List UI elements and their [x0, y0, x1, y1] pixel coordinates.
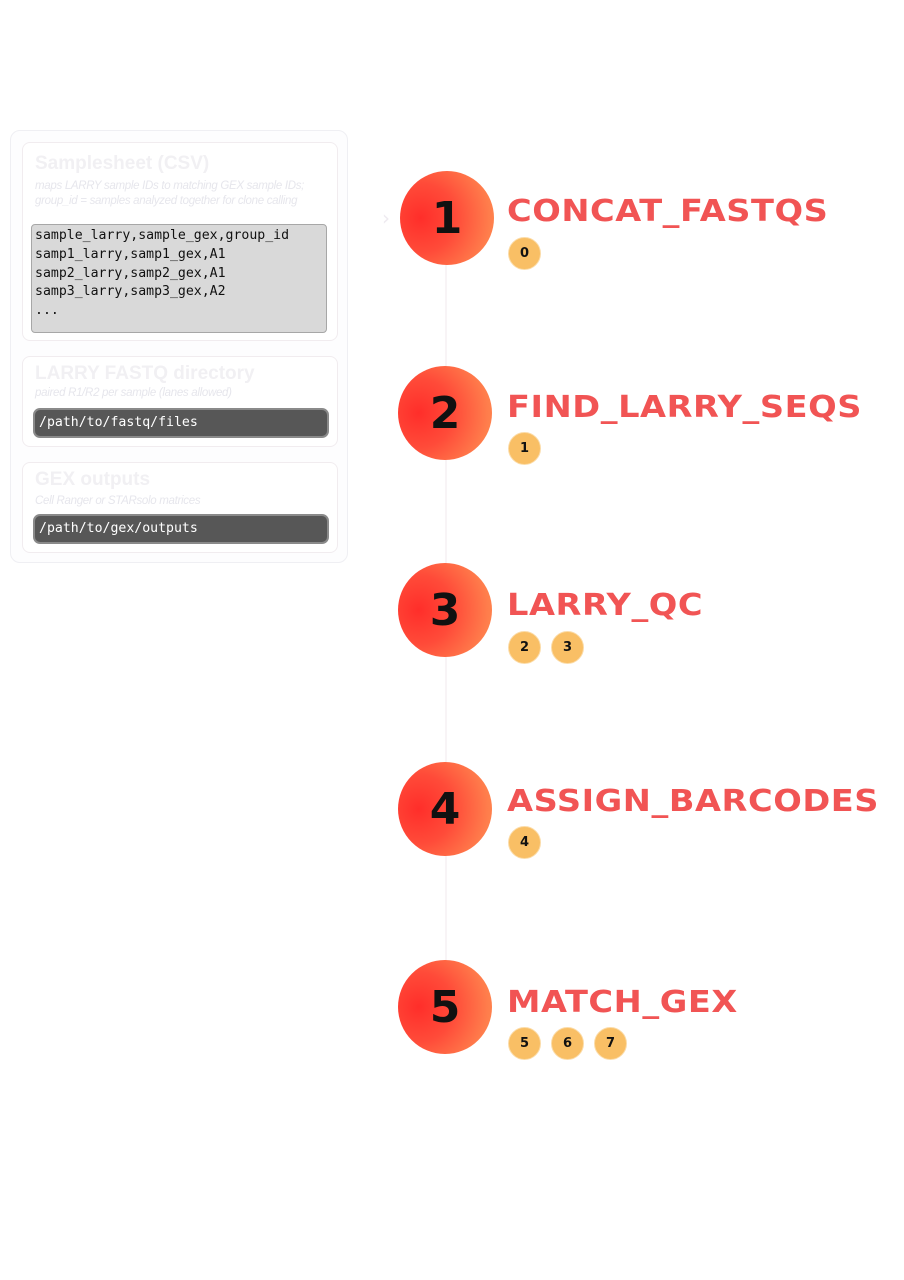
step-badge[interactable]: 7: [594, 1027, 627, 1060]
step-4-badges: 4: [508, 826, 541, 860]
gex-card: GEX outputs Cell Ranger or STARsolo matr…: [22, 462, 338, 553]
gex-title: GEX outputs: [35, 469, 151, 490]
step-2-title: FIND_LARRY_SEQS: [507, 390, 863, 425]
arrow-right-icon: ›: [382, 206, 390, 230]
step-4-title: ASSIGN_BARCODES: [507, 784, 880, 819]
step-badge[interactable]: 2: [508, 631, 541, 664]
samplesheet-line: samp3_larry,samp3_gex,A2: [35, 284, 226, 300]
step-3-title: LARRY_QC: [507, 588, 704, 623]
fastq-description: paired R1/R2 per sample (lanes allowed): [35, 387, 232, 399]
step-4-circle: 4: [398, 762, 492, 856]
fastq-path-input[interactable]: /path/to/fastq/files: [33, 408, 329, 438]
samplesheet-description: maps LARRY sample IDs to matching GEX sa…: [35, 179, 304, 209]
gex-description: Cell Ranger or STARsolo matrices: [35, 495, 201, 507]
step-2-badges: 1: [508, 432, 541, 466]
step-3-badges: 2 3: [508, 631, 584, 665]
step-5-circle: 5: [398, 960, 492, 1054]
step-2-circle: 2: [398, 366, 492, 460]
step-5-title: MATCH_GEX: [507, 985, 738, 1020]
step-1-badges: 0: [508, 237, 541, 271]
step-badge[interactable]: 1: [508, 432, 541, 465]
samplesheet-line: ...: [35, 303, 59, 319]
fastq-title: LARRY FASTQ directory: [35, 363, 255, 384]
step-badge[interactable]: 3: [551, 631, 584, 664]
step-number: 1: [431, 192, 463, 244]
samplesheet-title: Samplesheet (CSV): [35, 153, 210, 174]
step-number: 2: [429, 387, 461, 439]
step-badge[interactable]: 4: [508, 826, 541, 859]
samplesheet-line: samp1_larry,samp1_gex,A1: [35, 246, 226, 262]
step-3-circle: 3: [398, 563, 492, 657]
samplesheet-textarea[interactable]: sample_larry,sample_gex,group_id samp1_l…: [31, 224, 327, 333]
step-5-badges: 5 6 7: [508, 1027, 627, 1061]
step-1-circle: 1: [400, 171, 494, 265]
step-number: 5: [429, 981, 461, 1033]
samplesheet-line: samp2_larry,samp2_gex,A1: [35, 265, 226, 281]
step-badge[interactable]: 5: [508, 1027, 541, 1060]
gex-path-input[interactable]: /path/to/gex/outputs: [33, 514, 329, 544]
samplesheet-line: sample_larry,sample_gex,group_id: [35, 228, 290, 243]
samplesheet-desc-line1: maps LARRY sample IDs to matching GEX sa…: [35, 180, 305, 192]
step-badge[interactable]: 0: [508, 237, 541, 270]
step-badge[interactable]: 6: [551, 1027, 584, 1060]
step-number: 3: [429, 584, 461, 636]
step-1-title: CONCAT_FASTQS: [507, 194, 829, 229]
fastq-card: LARRY FASTQ directory paired R1/R2 per s…: [22, 356, 338, 447]
step-number: 4: [429, 783, 461, 835]
samplesheet-card: Samplesheet (CSV) maps LARRY sample IDs …: [22, 142, 338, 341]
samplesheet-desc-line2: group_id = samples analyzed together for…: [35, 195, 298, 207]
